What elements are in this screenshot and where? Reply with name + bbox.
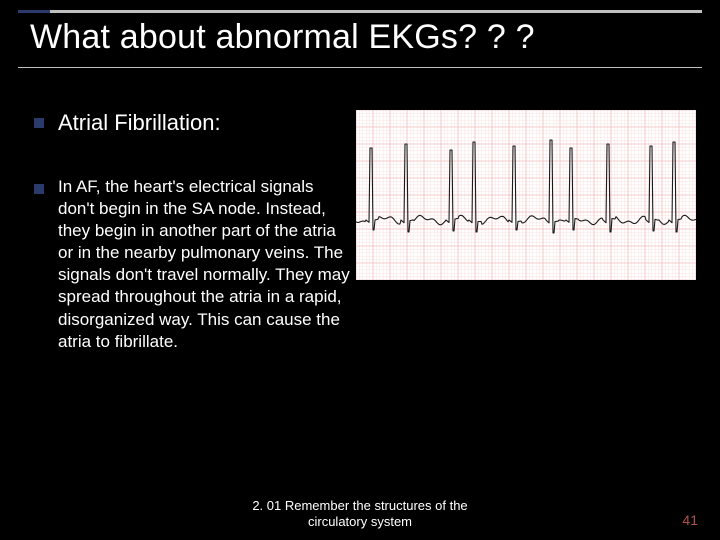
- title-accent: [18, 10, 50, 13]
- subtitle-text: Atrial Fibrillation:: [58, 110, 221, 136]
- page-number: 41: [682, 512, 698, 528]
- ekg-trace-svg: [356, 110, 696, 280]
- footer-line-1: 2. 01 Remember the structures of the: [252, 498, 467, 513]
- body-text: In AF, the heart's electrical signals do…: [58, 176, 354, 353]
- ekg-chart: [356, 110, 696, 280]
- footer-text: 2. 01 Remember the structures of the cir…: [0, 498, 720, 531]
- footer-line-2: circulatory system: [308, 514, 412, 529]
- square-bullet-icon: [34, 184, 44, 194]
- bullet-item-subtitle: Atrial Fibrillation:: [34, 110, 354, 136]
- square-bullet-icon: [34, 118, 44, 128]
- content-area: Atrial Fibrillation: In AF, the heart's …: [34, 110, 354, 393]
- slide-title: What about abnormal EKGs? ? ?: [30, 18, 535, 57]
- bullet-item-body: In AF, the heart's electrical signals do…: [34, 176, 354, 353]
